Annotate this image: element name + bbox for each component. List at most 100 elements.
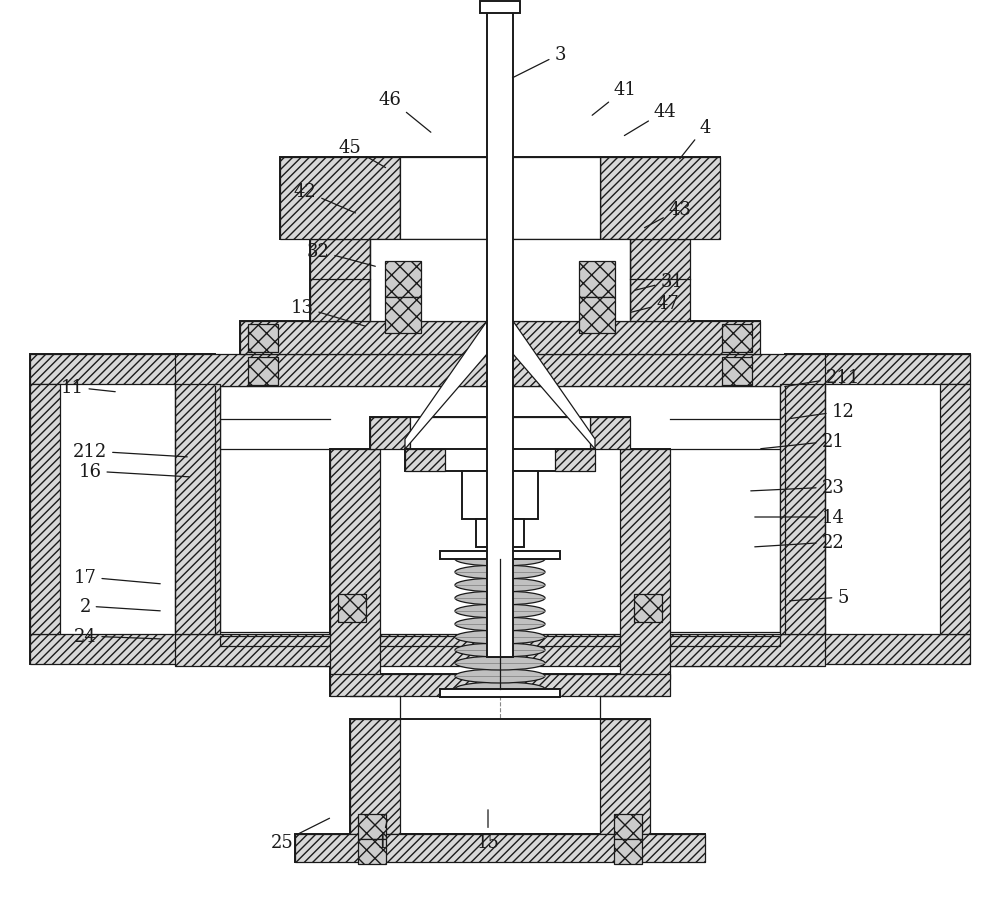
Ellipse shape (455, 630, 545, 644)
Bar (579, 262, 615, 298)
Text: 21: 21 (761, 433, 844, 450)
Bar (780, 384, 825, 634)
Bar (785, 634, 970, 664)
Bar (540, 158, 600, 240)
Bar (405, 449, 595, 471)
Bar (722, 324, 752, 353)
Ellipse shape (455, 578, 545, 593)
Text: 2: 2 (79, 597, 160, 616)
Bar (630, 240, 690, 322)
Bar (634, 595, 662, 622)
Bar (30, 355, 215, 384)
Bar (940, 384, 970, 634)
Ellipse shape (455, 565, 545, 579)
Bar (248, 357, 278, 386)
Text: 24: 24 (74, 628, 160, 645)
Text: 212: 212 (73, 443, 187, 460)
Text: 3: 3 (512, 46, 566, 79)
Bar (440, 689, 560, 698)
Bar (410, 417, 590, 449)
Text: 5: 5 (790, 588, 849, 607)
Text: 211: 211 (785, 369, 860, 387)
Bar (350, 720, 650, 834)
Bar (405, 449, 445, 471)
Text: 22: 22 (755, 533, 844, 551)
Text: 13: 13 (291, 299, 365, 327)
Ellipse shape (455, 605, 545, 618)
Text: 12: 12 (790, 403, 854, 421)
Bar (614, 814, 642, 839)
Bar (385, 298, 421, 334)
Bar (370, 417, 630, 449)
Text: 46: 46 (379, 91, 431, 133)
Bar (476, 519, 524, 548)
Ellipse shape (455, 552, 545, 566)
Bar (555, 449, 595, 471)
Bar (358, 814, 386, 839)
Text: 45: 45 (339, 139, 386, 168)
Text: 43: 43 (644, 200, 691, 229)
Bar (175, 355, 825, 387)
Text: 25: 25 (271, 818, 330, 851)
Text: 47: 47 (631, 295, 679, 313)
Text: 11: 11 (61, 379, 115, 397)
Bar (220, 387, 780, 632)
Bar (330, 675, 670, 697)
Bar (350, 720, 400, 834)
Text: 41: 41 (592, 81, 636, 116)
Bar (614, 839, 642, 864)
Ellipse shape (455, 591, 545, 606)
Bar (400, 158, 600, 240)
Bar (330, 675, 670, 697)
Bar (30, 634, 215, 664)
Text: 17: 17 (74, 568, 160, 586)
Bar (358, 839, 386, 864)
Bar (370, 417, 410, 449)
Bar (370, 240, 630, 322)
Bar (240, 322, 760, 355)
Bar (30, 384, 60, 634)
Bar (280, 158, 720, 240)
Ellipse shape (455, 656, 545, 670)
Bar (462, 471, 538, 519)
Bar (240, 322, 760, 355)
Bar (220, 636, 780, 666)
Polygon shape (405, 322, 487, 449)
Polygon shape (513, 322, 595, 449)
Text: 16: 16 (79, 462, 189, 481)
Bar (600, 720, 650, 834)
Ellipse shape (455, 618, 545, 631)
Bar (220, 636, 780, 646)
Bar (400, 158, 460, 240)
Bar (330, 449, 380, 679)
Bar (175, 384, 220, 634)
Bar (280, 158, 400, 240)
Bar (310, 240, 370, 322)
Bar (480, 2, 520, 14)
Text: 14: 14 (755, 508, 844, 527)
Bar (295, 834, 705, 862)
Bar (385, 262, 421, 298)
Text: 42: 42 (294, 183, 355, 213)
Bar (785, 355, 970, 384)
Bar (487, 10, 513, 657)
Text: 32: 32 (307, 243, 375, 267)
Ellipse shape (455, 643, 545, 657)
Bar (590, 417, 630, 449)
Bar (295, 834, 705, 862)
Bar (722, 357, 752, 386)
Text: 44: 44 (624, 103, 676, 136)
Text: 1: 1 (376, 820, 388, 851)
Bar (440, 551, 560, 560)
Bar (785, 355, 970, 664)
Bar (600, 158, 720, 240)
Ellipse shape (455, 669, 545, 683)
Text: 23: 23 (751, 479, 844, 496)
Bar (338, 595, 366, 622)
Ellipse shape (455, 682, 545, 697)
Text: 31: 31 (635, 273, 684, 291)
Bar (330, 449, 670, 679)
Bar (579, 298, 615, 334)
Bar (30, 355, 215, 664)
Text: 4: 4 (680, 119, 711, 160)
